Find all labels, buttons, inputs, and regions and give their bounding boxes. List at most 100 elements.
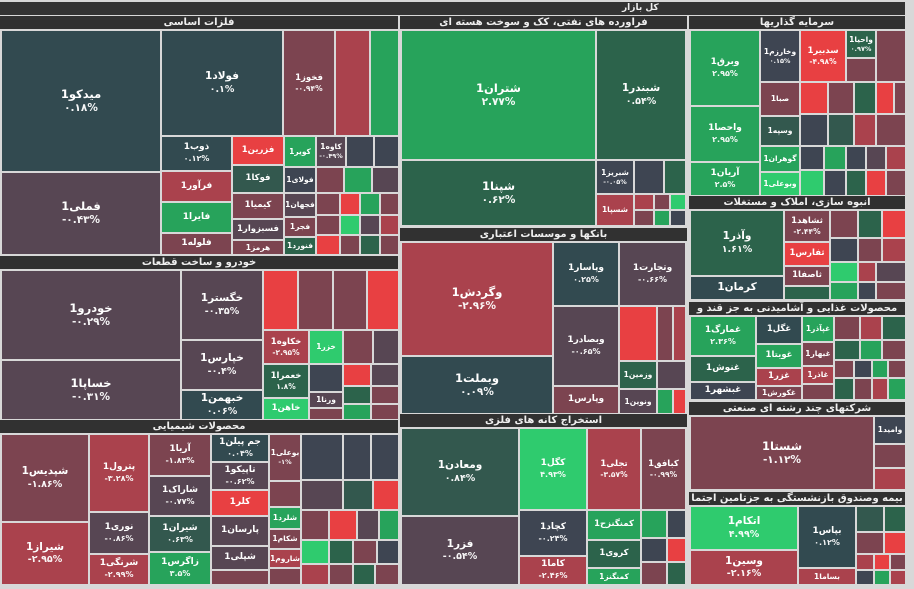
treemap-cell[interactable] [341,216,359,234]
treemap-cell[interactable] [891,555,905,569]
stock-tile[interactable]: شپلی1 [212,547,268,569]
treemap-cell[interactable] [825,171,845,195]
stock-tile[interactable]: وتجارت1 -۰.۶۶% [620,243,685,305]
stock-tile[interactable]: شیران1 ۰.۶۳% [150,517,210,551]
stock-tile[interactable]: غاذر1 [803,367,833,383]
stock-tile[interactable]: غویتا1 [757,345,801,367]
stock-tile[interactable]: شیراز1 -۲.۹۵% [2,523,88,584]
stock-tile[interactable]: صبا1 [761,83,799,115]
treemap-cell[interactable] [671,211,685,225]
stock-tile[interactable]: وسپه1 [761,117,799,145]
stock-tile[interactable]: آریا1 -۱.۸۳% [150,435,210,475]
stock-tile[interactable]: شستا1 -۱.۱۲% [691,417,873,489]
stock-tile[interactable]: شبندر1 ۰.۵۴% [597,31,685,159]
stock-tile[interactable]: فسبزوار1 [233,220,283,239]
treemap-cell[interactable] [635,211,653,225]
treemap-cell[interactable] [361,236,379,254]
stock-tile[interactable]: غبشهر1 [691,383,755,399]
treemap-cell[interactable] [302,541,328,563]
treemap-cell[interactable] [877,283,905,299]
treemap-cell[interactable] [655,211,669,225]
treemap-cell[interactable] [859,211,881,237]
treemap-cell[interactable] [270,569,300,584]
treemap-cell[interactable] [801,115,827,145]
treemap-cell[interactable] [374,331,398,363]
treemap-cell[interactable] [785,287,829,299]
stock-tile[interactable]: کاوه1 -۰.۴۹% [317,137,345,166]
treemap-cell[interactable] [847,171,865,195]
treemap-cell[interactable] [374,481,398,509]
treemap-cell[interactable] [883,239,905,261]
stock-tile[interactable]: فولای1 [285,168,315,192]
treemap-cell[interactable] [344,405,370,419]
treemap-cell[interactable] [658,390,672,413]
stock-tile[interactable]: وپاسار1 ۰.۲۵% [554,243,618,305]
treemap-cell[interactable] [861,317,881,339]
stock-tile[interactable]: پترول1 -۳.۲۸% [90,435,148,511]
treemap-cell[interactable] [855,361,871,377]
treemap-cell[interactable] [381,216,398,234]
treemap-cell[interactable] [857,533,883,553]
treemap-cell[interactable] [875,555,889,569]
treemap-cell[interactable] [330,511,356,539]
treemap-cell[interactable] [372,387,398,403]
stock-tile[interactable]: شکام1 [270,530,300,548]
stock-tile[interactable]: وبصادر1 -۰.۶۵% [554,307,618,385]
treemap-cell[interactable] [658,307,672,360]
stock-tile[interactable]: تجلی1 -۳.۵۷% [588,429,640,509]
treemap-cell[interactable] [887,147,905,169]
treemap-cell[interactable] [889,379,905,399]
stock-tile[interactable]: وبوعلی1 [761,173,799,195]
treemap-cell[interactable] [668,563,685,584]
stock-tile[interactable]: وآذر1 ۱.۶۱% [691,211,783,275]
stock-tile[interactable]: کچاد1 -۰.۲۴% [520,511,586,555]
stock-tile[interactable]: خاهن1 [264,399,308,419]
stock-tile[interactable]: غگل1 [757,317,801,343]
treemap-cell[interactable] [642,511,666,537]
treemap-cell[interactable] [310,409,342,419]
treemap-cell[interactable] [847,59,875,81]
stock-tile[interactable]: کبافق1 -۰.۹۹% [642,429,685,509]
stock-tile[interactable]: خگستر1 -۰.۳۵% [182,271,262,339]
treemap-cell[interactable] [344,365,370,385]
stock-tile[interactable]: ونوین1 [620,390,656,413]
treemap-cell[interactable] [829,115,853,145]
stock-tile[interactable]: کمنگنز1 [588,569,640,584]
treemap-cell[interactable] [302,435,342,479]
stock-tile[interactable]: شرنگی1 -۲.۹۹% [90,555,148,584]
stock-tile[interactable]: خعمرا1 ۱.۸% [264,365,308,397]
treemap-cell[interactable] [212,571,268,584]
treemap-cell[interactable] [867,171,885,195]
treemap-cell[interactable] [859,283,875,299]
stock-tile[interactable]: وامید1 [875,417,905,443]
treemap-cell[interactable] [835,341,859,359]
treemap-cell[interactable] [372,435,398,479]
treemap-cell[interactable] [270,482,300,506]
stock-tile[interactable]: کروی1 [588,541,640,567]
treemap-cell[interactable] [875,469,905,489]
stock-tile[interactable]: غبهار1 [803,343,833,365]
stock-tile[interactable]: غزر1 [757,369,801,385]
treemap-cell[interactable] [330,541,352,563]
treemap-cell[interactable] [317,168,343,192]
treemap-cell[interactable] [803,385,833,399]
treemap-cell[interactable] [655,195,669,209]
stock-tile[interactable]: واحیا1 ۰.۹۷% [847,31,875,57]
treemap-cell[interactable] [883,341,905,359]
stock-tile[interactable]: فملی1 -۰.۴۳% [2,173,160,254]
treemap-cell[interactable] [302,481,342,509]
treemap-cell[interactable] [317,194,339,214]
treemap-cell[interactable] [889,361,905,377]
treemap-cell[interactable] [347,137,373,166]
treemap-cell[interactable] [883,211,905,237]
stock-tile[interactable]: میدکو1 ۰.۱۸% [2,31,160,171]
treemap-cell[interactable] [855,379,871,399]
stock-tile[interactable]: غمارگ1 ۲.۳۶% [691,317,755,355]
stock-tile[interactable]: وزمین1 [620,362,656,388]
treemap-cell[interactable] [831,211,857,237]
stock-tile[interactable]: شلرد1 [270,508,300,528]
treemap-cell[interactable] [358,511,378,539]
treemap-cell[interactable] [831,239,857,261]
stock-tile[interactable]: ثفارس1 [785,243,829,265]
stock-tile[interactable]: وخارزم1 ۰.۱۵% [761,31,799,81]
